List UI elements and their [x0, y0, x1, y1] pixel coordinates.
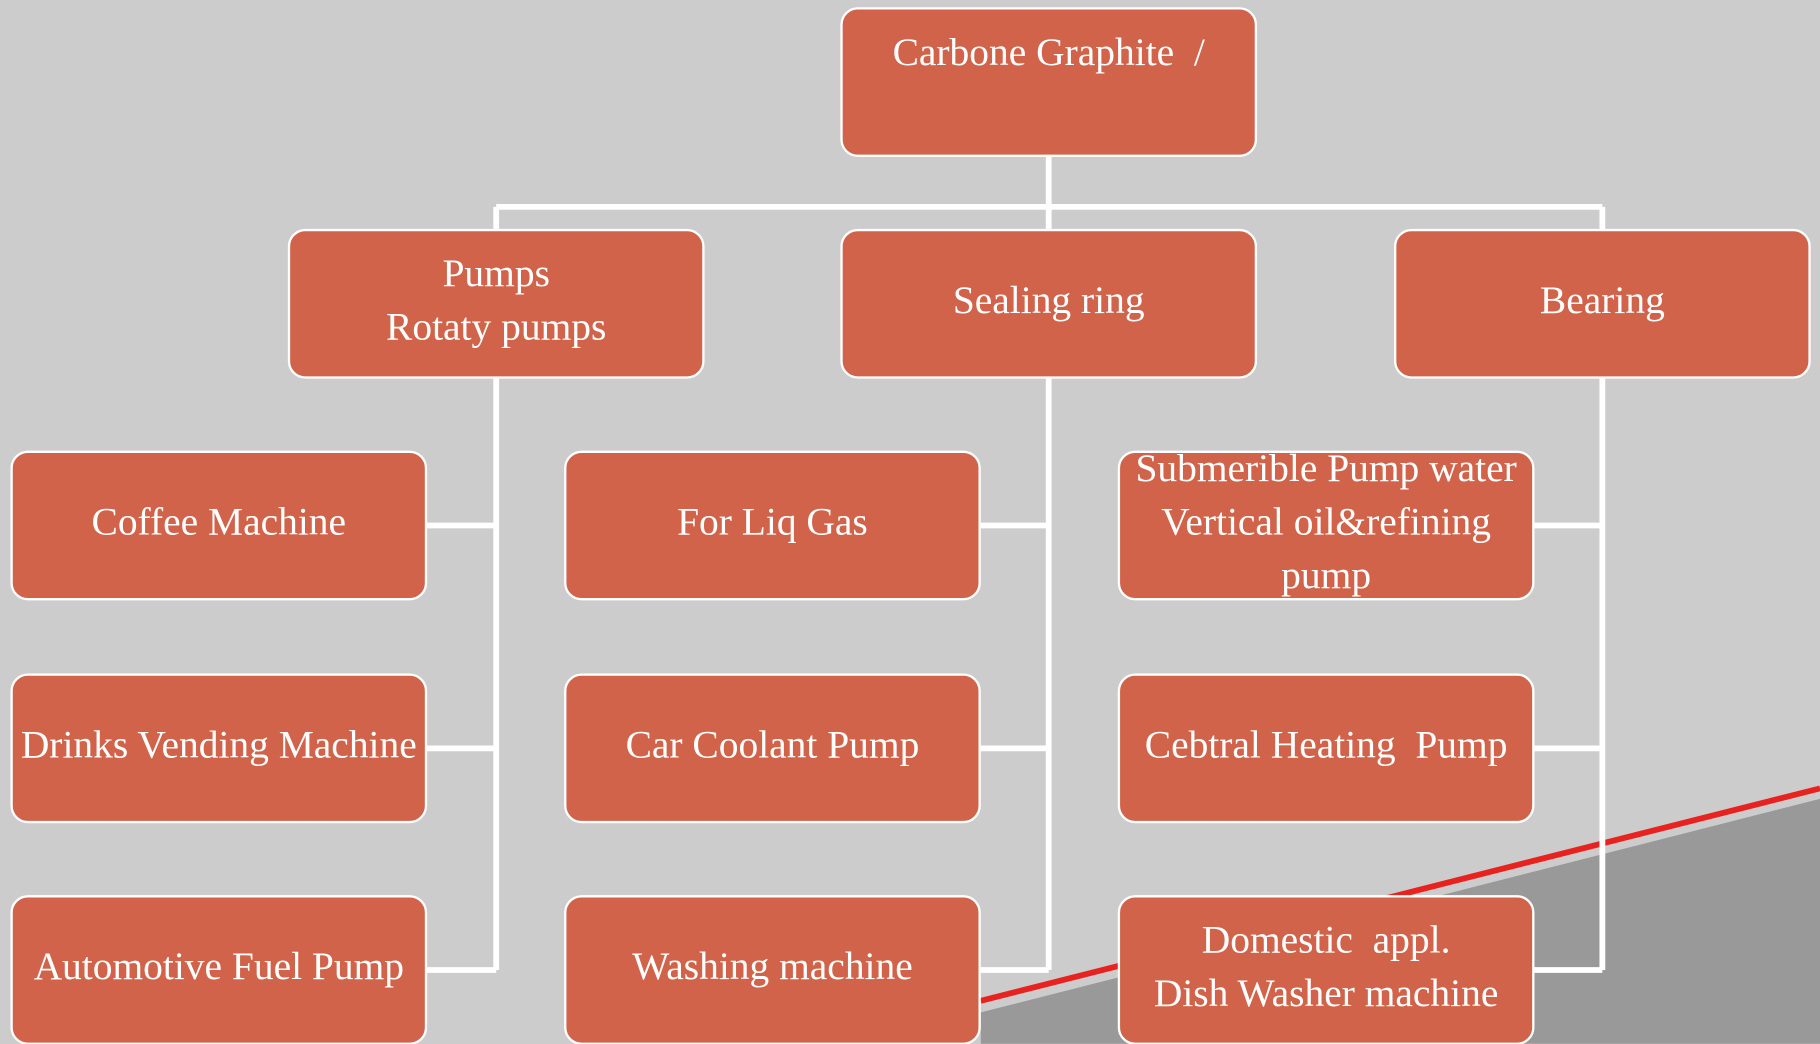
node: Drinks Vending Machine [10, 673, 428, 824]
node: Domestic appl. Dish Washer machine [1117, 895, 1535, 1044]
node-label: Washing machine [632, 944, 913, 988]
node: Carbone Graphite / [840, 7, 1258, 157]
node: Bearing [1394, 228, 1811, 379]
node-box [1394, 228, 1811, 379]
node-label: Automotive Fuel Pump [34, 944, 404, 988]
node-label: Dish Washer machine [1154, 971, 1499, 1015]
node-label: Drinks Vending Machine [21, 722, 417, 766]
node-label: Sealing ring [953, 278, 1145, 322]
node: Automotive Fuel Pump [10, 895, 428, 1044]
node: Cebtral Heating Pump [1117, 673, 1535, 824]
node-box [840, 228, 1258, 379]
node-box [10, 673, 428, 824]
node-box [1117, 450, 1535, 601]
node-label: Domestic appl. [1202, 917, 1451, 961]
node-box [1117, 673, 1535, 824]
node-box [564, 673, 981, 824]
node: Submerible Pump water Vertical oil&refini… [1117, 446, 1535, 601]
node-box [840, 7, 1258, 157]
node-label: Cebtral Heating Pump [1145, 722, 1508, 766]
node-label: Coffee Machine [92, 500, 347, 544]
connectors [425, 154, 1606, 973]
node-label: For Liq Gas [677, 500, 868, 544]
node-label: Pumps [442, 251, 549, 295]
node: Car Coolant Pump [564, 673, 981, 824]
node-label: Submerible Pump water [1135, 446, 1516, 490]
node-label: Carbone Graphite / [893, 30, 1205, 74]
node: Washing machine [564, 895, 981, 1044]
nodes: Carbone Graphite / Pumps Rotaty pumps Coffe… [10, 7, 1811, 1044]
node-label: Car Coolant Pump [626, 722, 920, 766]
node-label: Bearing [1540, 278, 1665, 322]
node-box [287, 228, 705, 379]
node: Pumps Rotaty pumps [287, 228, 705, 379]
node-label: pump [1281, 553, 1371, 597]
node-label: Vertical oil&refining [1161, 500, 1491, 544]
node: Coffee Machine [10, 450, 428, 601]
node-label: Rotaty pumps [386, 305, 606, 349]
node-box [564, 450, 981, 601]
node: For Liq Gas [564, 450, 981, 601]
node: Sealing ring [840, 228, 1258, 379]
node-box [10, 450, 428, 601]
